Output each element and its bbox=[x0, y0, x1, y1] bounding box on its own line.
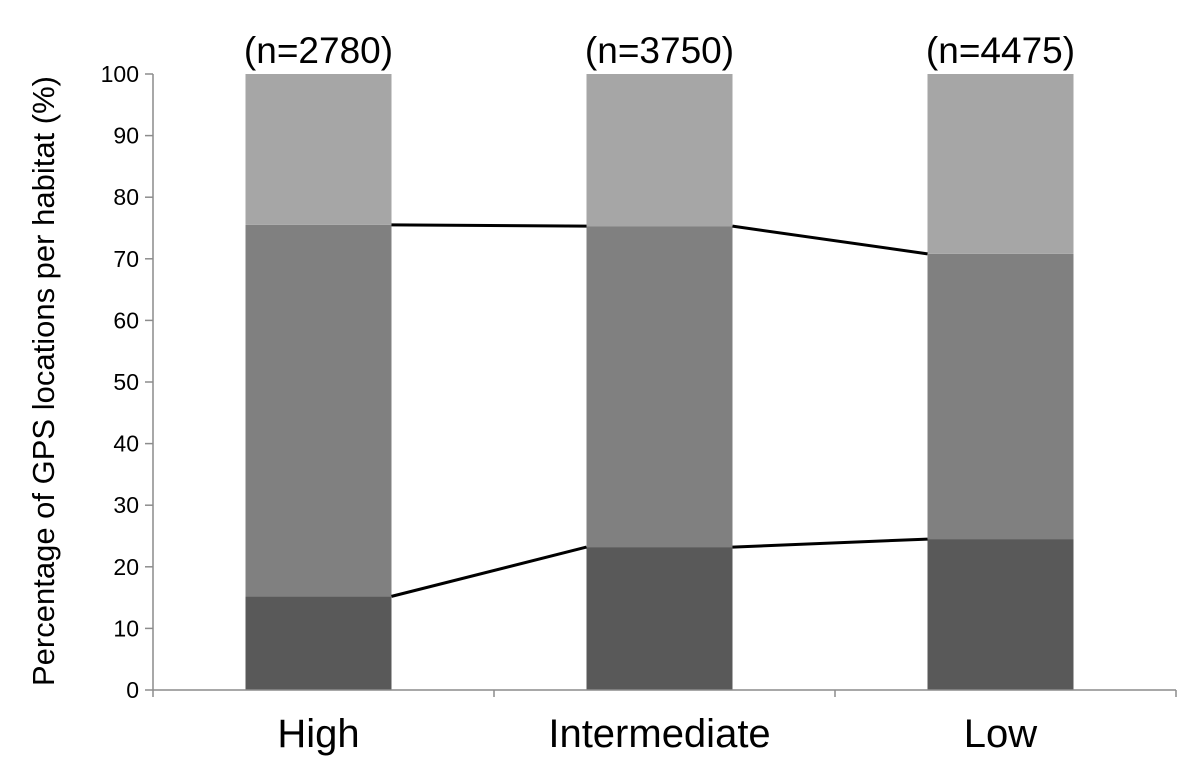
connector-line-2-1 bbox=[391, 223, 587, 228]
connector-line-1-2 bbox=[732, 537, 928, 549]
sample-size-label: (n=2780) bbox=[244, 30, 393, 71]
y-tick-label: 80 bbox=[113, 184, 139, 210]
y-tick-label: 0 bbox=[126, 677, 139, 703]
y-tick-label: 70 bbox=[113, 246, 139, 272]
bar-segment-1-2 bbox=[245, 224, 392, 597]
y-tick-label: 10 bbox=[113, 615, 139, 641]
sample-size-label: (n=4475) bbox=[926, 30, 1075, 71]
sample-size-label: (n=3750) bbox=[585, 30, 734, 71]
y-tick-label: 90 bbox=[113, 123, 139, 149]
y-tick-label: 30 bbox=[113, 492, 139, 518]
y-tick-label: 40 bbox=[113, 431, 139, 457]
x-tick-label: Low bbox=[964, 712, 1037, 756]
bar-segment-2-1 bbox=[586, 547, 733, 690]
y-tick-label: 60 bbox=[113, 307, 139, 333]
connector-line-1-1 bbox=[391, 545, 587, 598]
connector-line-2-2 bbox=[732, 224, 928, 256]
bar-segment-3-2 bbox=[927, 253, 1074, 540]
bar-segment-1-1 bbox=[245, 596, 392, 690]
ticks-layer: 0 10 20 30 40 50 60 70 80 90 100 bbox=[101, 61, 1177, 703]
y-tick-label: 20 bbox=[113, 554, 139, 580]
bar-segment-1-3 bbox=[245, 74, 392, 225]
y-tick-label: 100 bbox=[101, 61, 139, 87]
y-axis-title: Percentage of GPS locations per habitat … bbox=[26, 76, 61, 686]
y-tick-label: 50 bbox=[113, 369, 139, 395]
bar-segment-2-3 bbox=[586, 74, 733, 227]
bar-segment-3-1 bbox=[927, 539, 1074, 690]
connectors-layer bbox=[391, 223, 928, 598]
labels-layer: High (n=2780) Intermediate (n=3750) Low (n=44… bbox=[244, 30, 1075, 756]
x-tick-label: Intermediate bbox=[548, 712, 770, 756]
x-tick-label: High bbox=[277, 712, 359, 756]
bars-layer bbox=[245, 74, 1074, 690]
bar-segment-3-3 bbox=[927, 74, 1074, 254]
bar-segment-2-2 bbox=[586, 226, 733, 548]
